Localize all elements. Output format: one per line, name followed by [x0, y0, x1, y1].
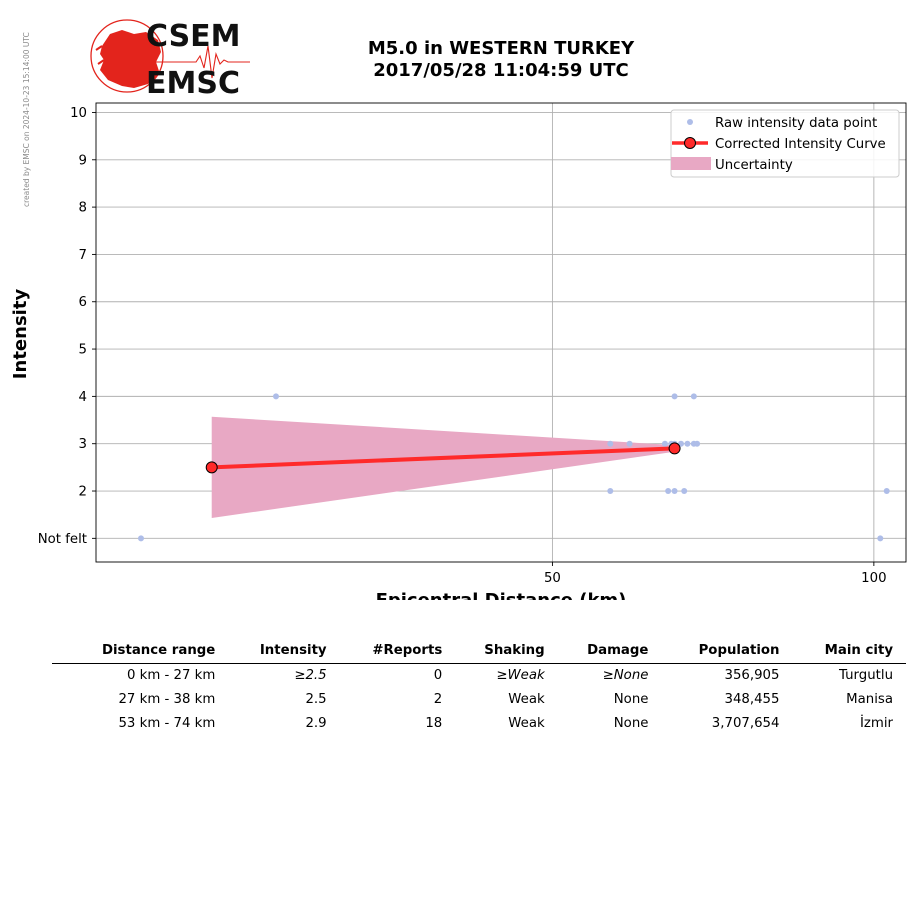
raw-data-point: [694, 440, 701, 447]
table-row: 27 km - 38 km 2.5 2 Weak None 348,455 Ma…: [52, 688, 906, 712]
x-tick-label: 50: [544, 571, 561, 586]
col-population: Population: [698, 643, 780, 658]
logo-map-shape: [100, 30, 161, 88]
emsc-logo: CSEM EMSC: [90, 19, 250, 100]
curve-marker: [668, 442, 681, 455]
chart-title-line2: 2017/05/28 11:04:59 UTC: [373, 60, 629, 81]
raw-data-point: [273, 393, 279, 400]
raw-data-point: [681, 488, 688, 495]
uncertainty-band: [211, 416, 675, 518]
cell-reports: 2: [433, 692, 443, 707]
intensity-chart: Not felt 2 3 4 5 6 7 8 9 10 50 100 Epicentral Dista…: [10, 102, 907, 600]
cell-intensity: 2.5: [305, 692, 327, 707]
y-tick-label: 3: [79, 437, 87, 452]
cell-shaking: Weak: [508, 692, 545, 707]
col-shaking: Shaking: [484, 643, 545, 658]
y-tick-label: 2: [79, 485, 87, 500]
col-distance-range: Distance range: [101, 643, 216, 658]
legend-raw-marker: [687, 119, 693, 125]
plot-frame: [95, 102, 907, 563]
chart-title-line1: M5.0 in WESTERN TURKEY: [367, 38, 635, 59]
logo-seismogram: [146, 45, 250, 79]
corrected-intensity-curve: [211, 446, 675, 470]
col-damage: Damage: [587, 643, 649, 658]
logo-text-csem: CSEM: [146, 19, 241, 54]
cell-city: Manisa: [846, 692, 893, 707]
y-tick-label: Not felt: [38, 532, 87, 547]
raw-data-point: [665, 488, 672, 495]
raw-data-point: [626, 440, 633, 447]
x-axis-label: Epicentral Distance (km): [376, 590, 627, 600]
raw-data-point: [661, 440, 668, 447]
x-tick-label: 100: [861, 571, 886, 586]
cell-population: 348,455: [724, 692, 780, 707]
y-tick-label: 4: [79, 390, 87, 405]
raw-data-point: [684, 440, 691, 447]
logo-text-emsc: EMSC: [146, 66, 240, 100]
raw-data-point: [671, 393, 678, 400]
cell-city: Turgutlu: [839, 668, 893, 683]
y-tick-label: 5: [79, 343, 87, 358]
y-tick-label: 8: [79, 201, 87, 216]
cell-range: 27 km - 38 km: [118, 692, 216, 707]
cell-damage: None: [613, 692, 649, 707]
intensity-summary-table: Distance range Intensity #Reports Shakin…: [52, 639, 906, 736]
curve-layer: [205, 442, 681, 474]
raw-data-point: [607, 488, 614, 495]
cell-range: 0 km - 27 km: [126, 668, 216, 683]
col-reports: #Reports: [372, 643, 443, 658]
cell-damage: None: [613, 716, 649, 731]
chart-title: M5.0 in WESTERN TURKEY 2017/05/28 11:04:…: [300, 38, 702, 82]
raw-data-point: [607, 440, 614, 447]
raw-data-point: [883, 488, 890, 495]
uncertainty-layer: [211, 416, 675, 518]
y-tick-label: 7: [79, 248, 87, 263]
legend-curve-label: Corrected Intensity Curve: [715, 137, 886, 152]
curve-marker: [205, 461, 218, 474]
legend-uncertainty-swatch: [671, 157, 711, 170]
legend-curve-marker: [684, 137, 696, 149]
raw-data-point: [877, 535, 884, 542]
tick-labels: Not felt 2 3 4 5 6 7 8 9 10 50 100: [38, 106, 887, 586]
cell-reports: 18: [425, 716, 443, 731]
raw-data-point: [671, 488, 678, 495]
cell-city: İzmir: [859, 716, 893, 731]
cell-damage: ≥None: [602, 668, 649, 683]
raw-data-point: [690, 393, 697, 400]
cell-reports: 0: [433, 668, 443, 683]
legend-uncertainty-label: Uncertainty: [715, 158, 793, 173]
y-axis-label: Intensity: [10, 289, 31, 380]
cell-shaking: ≥Weak: [496, 668, 545, 683]
cell-population: 3,707,654: [711, 716, 780, 731]
y-tick-label: 9: [79, 153, 87, 168]
cell-population: 356,905: [724, 668, 780, 683]
cell-shaking: Weak: [508, 716, 545, 731]
y-tick-label: 10: [70, 106, 87, 121]
col-main-city: Main city: [824, 643, 893, 658]
cell-intensity: 2.9: [305, 716, 327, 731]
col-intensity: Intensity: [259, 643, 327, 658]
table-row: 53 km - 74 km 2.9 18 Weak None 3,707,654…: [52, 712, 906, 736]
y-tick-label: 6: [79, 295, 87, 310]
cell-range: 53 km - 74 km: [118, 716, 216, 731]
legend: Raw intensity data point Corrected Inten…: [670, 109, 900, 178]
raw-data-point: [138, 535, 144, 542]
table-row: 0 km - 27 km ≥2.5 0 ≥Weak ≥None 356,905 …: [52, 664, 906, 689]
cell-intensity: ≥2.5: [294, 668, 327, 683]
legend-raw-label: Raw intensity data point: [715, 116, 877, 131]
